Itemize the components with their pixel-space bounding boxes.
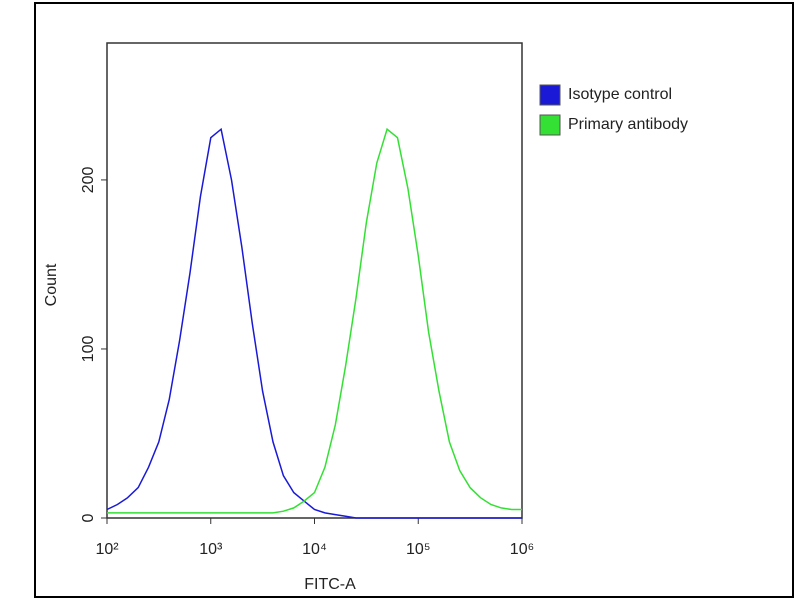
x-tick-label: 10³ [199, 541, 223, 558]
x-tick-label: 10⁵ [406, 541, 430, 558]
y-axis-label: Count [43, 263, 60, 306]
x-tick-label: 10⁶ [510, 541, 534, 558]
plot-area [106, 42, 523, 519]
legend-swatch [539, 84, 561, 106]
x-tick-label: 10⁴ [302, 541, 327, 558]
x-tick-label: 10² [95, 541, 119, 558]
series-line [107, 127, 522, 514]
frame [34, 2, 794, 598]
legend-swatch [539, 114, 561, 136]
y-tick-label: 0 [80, 513, 97, 522]
legend-label: Isotype control [568, 86, 672, 103]
x-axis-label: FITC-A [304, 576, 356, 593]
y-tick-label: 100 [80, 336, 97, 363]
y-tick-label: 200 [80, 166, 97, 193]
series-line [106, 127, 522, 519]
legend-label: Primary antibody [568, 116, 688, 133]
